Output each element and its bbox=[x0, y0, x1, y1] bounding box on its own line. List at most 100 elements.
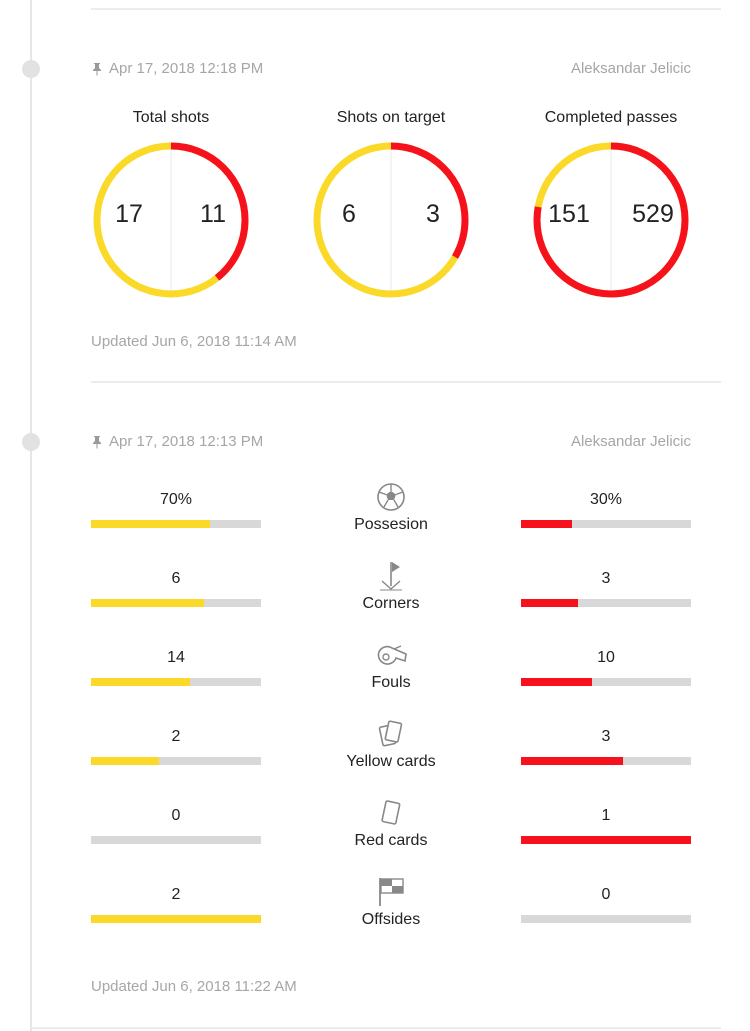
stat-row-offsides: 2 Offsides 0 bbox=[91, 878, 691, 961]
home-bar bbox=[91, 915, 261, 923]
divider-top bbox=[91, 8, 721, 10]
donut-away-value: 3 bbox=[426, 200, 440, 228]
event-date: Apr 17, 2018 12:13 PM bbox=[91, 433, 263, 450]
away-value: 30% bbox=[589, 491, 623, 508]
offside-flag-icon bbox=[379, 878, 404, 906]
stat-label: Red cards bbox=[354, 832, 428, 849]
donut-title: Shots on target bbox=[336, 109, 446, 126]
home-stat: 0 bbox=[91, 804, 261, 844]
donut-title: Completed passes bbox=[544, 109, 678, 126]
stat-center: Possesion bbox=[321, 480, 461, 534]
home-bar bbox=[91, 757, 261, 765]
home-value: 0 bbox=[171, 807, 181, 824]
donut-chart: Shots on target 6 3 bbox=[301, 108, 481, 302]
home-bar bbox=[91, 599, 261, 607]
event-author: Aleksandar Jelicic bbox=[570, 60, 691, 77]
donut-ring-wrap: 17 11 bbox=[89, 138, 253, 302]
stat-label: Corners bbox=[362, 595, 420, 612]
event-author: Aleksandar Jelicic bbox=[570, 433, 691, 450]
away-value: 10 bbox=[597, 649, 615, 666]
updated-text: Updated Jun 6, 2018 11:14 AM bbox=[91, 333, 297, 350]
donut-chart: Total shots 17 11 bbox=[81, 108, 261, 302]
donut-away-arc bbox=[93, 142, 249, 298]
stat-center: Fouls bbox=[321, 638, 461, 692]
stat-label: Yellow cards bbox=[346, 753, 436, 770]
yellow-cards-icon bbox=[378, 720, 403, 747]
stat-row-red-cards: 0 Red cards 1 bbox=[91, 800, 691, 882]
donut-home-value: 17 bbox=[115, 200, 143, 228]
away-bar-fill bbox=[521, 599, 578, 607]
timeline-dot bbox=[22, 433, 40, 451]
away-stat: 0 bbox=[521, 883, 691, 923]
home-stat: 70% bbox=[91, 488, 261, 528]
away-bar bbox=[521, 915, 691, 923]
away-value: 3 bbox=[601, 570, 611, 587]
stat-label: Fouls bbox=[371, 674, 411, 691]
stat-center: Red cards bbox=[321, 796, 461, 850]
donut-ring bbox=[93, 142, 249, 298]
home-value: 14 bbox=[167, 649, 185, 666]
home-bar-fill bbox=[91, 678, 191, 686]
away-bar bbox=[521, 678, 691, 686]
donut-away-value: 11 bbox=[200, 200, 226, 228]
pin-icon bbox=[93, 435, 101, 449]
donut-title: Total shots bbox=[132, 109, 210, 126]
stat-row-yellow-cards: 2 Yellow cards 3 bbox=[91, 720, 691, 803]
timeline-dot bbox=[22, 60, 40, 78]
away-stat: 3 bbox=[521, 567, 691, 607]
stat-label: Offsides bbox=[361, 911, 421, 928]
home-stat: 14 bbox=[91, 646, 261, 686]
stat-center: Offsides bbox=[321, 875, 461, 929]
home-bar bbox=[91, 678, 261, 686]
corner-flag-icon bbox=[380, 562, 402, 591]
stat-label: Possesion bbox=[354, 516, 428, 533]
home-bar-fill bbox=[91, 757, 159, 765]
home-value: 6 bbox=[171, 570, 181, 587]
away-stat: 10 bbox=[521, 646, 691, 686]
home-stat: 2 bbox=[91, 725, 261, 765]
stat-row-fouls: 14 Fouls 10 bbox=[91, 645, 691, 724]
event-date: Apr 17, 2018 12:18 PM bbox=[91, 60, 263, 77]
home-stat: 6 bbox=[91, 567, 261, 607]
away-value: 3 bbox=[601, 728, 611, 745]
red-card-icon bbox=[381, 800, 401, 825]
stat-center: Corners bbox=[321, 559, 461, 613]
updated-text: Updated Jun 6, 2018 11:22 AM bbox=[91, 978, 297, 995]
donut-away-value: 529 bbox=[632, 200, 674, 228]
donut-chart: Completed passes 151 529 bbox=[521, 108, 701, 302]
away-bar bbox=[521, 836, 691, 844]
away-stat: 3 bbox=[521, 725, 691, 765]
donut-away-arc bbox=[313, 142, 469, 298]
stat-row-corners: 6 Corners 3 bbox=[91, 562, 691, 645]
away-value: 1 bbox=[601, 807, 611, 824]
donut-home-value: 6 bbox=[342, 200, 356, 228]
home-stat: 2 bbox=[91, 883, 261, 923]
away-bar bbox=[521, 520, 691, 528]
timeline-line bbox=[30, 0, 32, 1031]
stat-row-possesion: 70% Possesion 30% bbox=[91, 483, 691, 566]
home-bar-fill bbox=[91, 599, 205, 607]
divider-middle bbox=[91, 381, 721, 383]
away-bar-fill bbox=[521, 678, 592, 686]
away-bar-fill bbox=[521, 757, 623, 765]
home-bar-fill bbox=[91, 915, 261, 923]
donut-away-arc bbox=[533, 142, 689, 298]
donut-home-value: 151 bbox=[548, 200, 590, 228]
whistle-icon bbox=[377, 645, 407, 665]
away-bar bbox=[521, 599, 691, 607]
away-bar bbox=[521, 757, 691, 765]
stat-center: Yellow cards bbox=[321, 717, 461, 771]
home-value: 70% bbox=[159, 491, 193, 508]
donut-ring-wrap: 151 529 bbox=[529, 138, 693, 302]
home-bar bbox=[91, 836, 261, 844]
home-value: 2 bbox=[171, 728, 181, 745]
home-bar bbox=[91, 520, 261, 528]
event-date-text: Apr 17, 2018 12:18 PM bbox=[109, 60, 264, 77]
away-bar-fill bbox=[521, 836, 691, 844]
soccer-ball-icon bbox=[377, 483, 405, 511]
away-value: 0 bbox=[601, 886, 611, 903]
donut-ring bbox=[313, 142, 469, 298]
pin-icon bbox=[93, 62, 101, 76]
home-value: 2 bbox=[171, 886, 181, 903]
